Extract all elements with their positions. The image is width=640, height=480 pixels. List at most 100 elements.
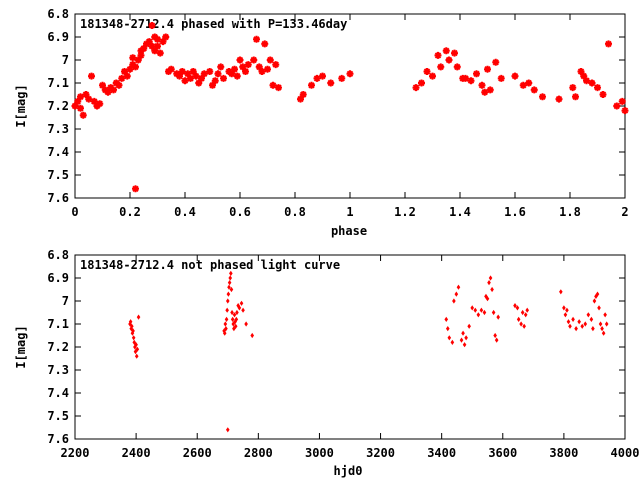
data-point [511, 72, 519, 80]
x-tick-label: 1.8 [559, 205, 581, 219]
data-point [568, 323, 572, 329]
data-point [189, 68, 197, 75]
x-tick-label: 2400 [122, 446, 151, 460]
y-tick-label: 7 [62, 53, 69, 67]
data-point [470, 305, 475, 311]
y-tick-label: 7.4 [47, 386, 69, 400]
data-point [482, 309, 487, 316]
data-point [266, 56, 274, 64]
data-point [272, 61, 280, 69]
data-point [621, 107, 629, 115]
data-point [211, 77, 219, 85]
data-point [148, 22, 156, 29]
data-point [530, 86, 538, 94]
x-tick-label: 1.2 [394, 205, 416, 219]
y-tick-label: 7.3 [47, 122, 69, 136]
data-point [559, 289, 563, 295]
data-point [104, 88, 112, 96]
data-point [74, 97, 82, 105]
data-point [490, 286, 494, 293]
y-tick-label: 7.5 [47, 409, 69, 423]
data-point [269, 81, 277, 89]
data-point [200, 70, 208, 78]
data-point [601, 330, 606, 336]
data-point [223, 321, 228, 327]
data-point [107, 84, 115, 92]
data-point [231, 65, 238, 73]
data-point [244, 321, 248, 327]
data-point [261, 40, 269, 48]
y-axis-label: I[mag] [14, 325, 28, 368]
data-point [447, 335, 452, 341]
data-point [476, 312, 481, 318]
data-point [159, 38, 167, 46]
data-point [485, 296, 490, 302]
data-point [224, 326, 228, 332]
data-point [214, 70, 222, 78]
data-point [242, 68, 249, 75]
x-tick-label: 3600 [488, 446, 517, 460]
data-point [346, 70, 354, 78]
data-point [220, 74, 227, 82]
data-point [228, 70, 236, 78]
data-point [162, 33, 170, 41]
chart-title: 181348-2712.4 not phased light curve [80, 258, 340, 272]
data-point [234, 316, 239, 322]
data-point [488, 275, 493, 281]
data-point [178, 68, 186, 75]
data-point [445, 56, 453, 64]
data-point [255, 63, 263, 71]
data-point [486, 86, 494, 94]
x-tick-label: 3200 [366, 446, 395, 460]
data-point [198, 74, 205, 82]
data-point [574, 326, 578, 332]
data-point [452, 298, 456, 304]
y-tick-label: 7.3 [47, 363, 69, 377]
data-point [453, 63, 461, 71]
data-point [225, 307, 229, 313]
data-point [497, 74, 505, 82]
data-point [88, 72, 95, 80]
data-point [513, 303, 517, 309]
data-point [496, 314, 500, 320]
data-point [412, 84, 420, 92]
y-tick-label: 7 [62, 294, 69, 308]
data-point [572, 93, 579, 101]
data-point [244, 61, 252, 69]
data-point [136, 314, 141, 320]
data-point [429, 72, 436, 80]
data-point [493, 332, 497, 339]
data-point [481, 88, 489, 96]
data-points [128, 270, 609, 433]
data-point [589, 316, 594, 322]
y-tick-label: 7.5 [47, 168, 69, 182]
data-point [473, 70, 480, 78]
data-point [167, 65, 175, 73]
data-point [93, 102, 101, 110]
data-point [229, 270, 233, 276]
data-point [434, 51, 442, 59]
data-point [454, 291, 459, 297]
data-point [577, 68, 585, 75]
data-point [515, 305, 520, 311]
data-point [555, 95, 563, 103]
data-point [462, 342, 467, 348]
data-point [319, 72, 326, 80]
data-point [129, 61, 137, 69]
data-point [230, 316, 235, 322]
data-point [253, 35, 260, 43]
data-point [129, 54, 137, 62]
data-point [130, 330, 135, 336]
data-point [121, 68, 128, 75]
data-point [227, 284, 231, 290]
data-point [209, 81, 216, 89]
data-point [299, 91, 307, 98]
data-point [145, 38, 153, 46]
data-point [235, 309, 239, 316]
data-point [236, 56, 244, 64]
data-point [478, 81, 486, 89]
data-point [233, 319, 237, 325]
data-point [297, 95, 304, 103]
data-point [241, 307, 245, 313]
